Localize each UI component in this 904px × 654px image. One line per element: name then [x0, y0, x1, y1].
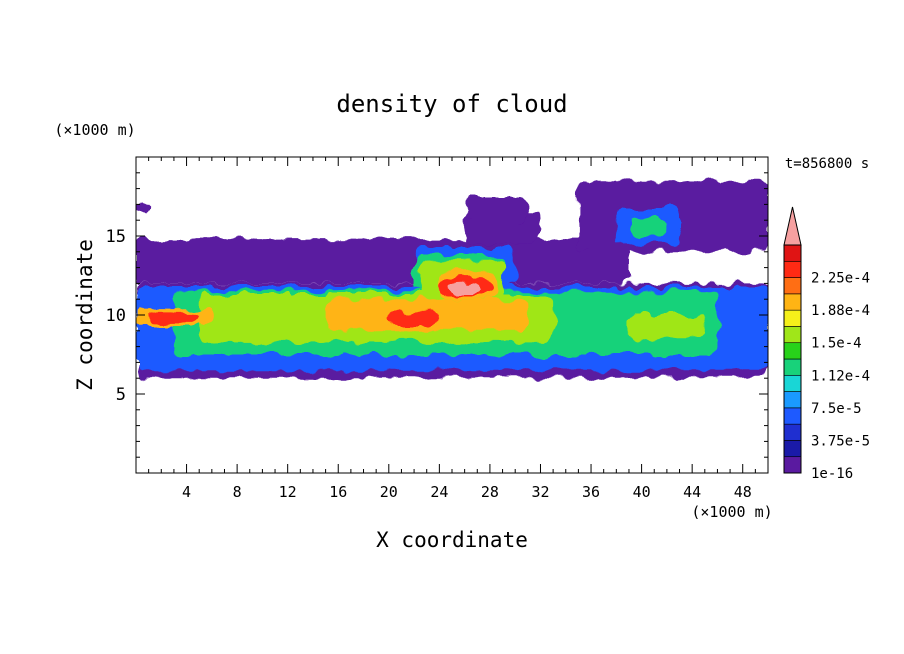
colorbar-swatch: [783, 358, 802, 376]
x-tick-label: 4: [182, 483, 191, 501]
colorbar-swatch: [783, 456, 802, 474]
cloud-contour-region: [464, 212, 541, 244]
y-tick-label: 10: [106, 306, 126, 326]
cloud-contour-region: [448, 283, 482, 295]
colorbar-swatch: [783, 407, 802, 425]
colorbar-label: 1e-16: [811, 466, 853, 482]
colorbar-swatch: [783, 277, 802, 295]
y-axis-label: Z coordinate: [73, 239, 97, 391]
x-tick-label: 36: [582, 483, 600, 501]
x-tick-label: 32: [531, 483, 549, 501]
cloud-contours: [136, 180, 768, 379]
colorbar: 1e-16 3.75e-5 7.5e-5 1.12e-4 1.5e-4 1.88e-4 2.…: [783, 206, 870, 482]
colorbar-swatch: [783, 293, 802, 311]
colorbar-label: 3.75e-5: [811, 433, 870, 449]
cloud-contour-region: [388, 311, 440, 325]
cloud-contour-region: [148, 311, 200, 323]
colorbar-swatch: [783, 244, 802, 262]
x-tick-label: 48: [734, 483, 752, 501]
cloud-contour-region: [464, 196, 528, 221]
x-tick-label: 40: [633, 483, 651, 501]
colorbar-swatch: [783, 309, 802, 327]
x-tick-label: 16: [329, 483, 347, 501]
y-unit-label: (×1000 m): [54, 121, 135, 139]
colorbar-extend-triangle: [783, 206, 802, 246]
colorbar-label: 1.5e-4: [811, 336, 862, 352]
x-tick-label: 12: [279, 483, 297, 501]
x-tick-label: 44: [683, 483, 701, 501]
x-tick-label: 20: [380, 483, 398, 501]
colorbar-swatch: [783, 342, 802, 360]
y-tick-label: 5: [116, 385, 126, 405]
cloud-contour-region: [628, 315, 705, 339]
colorbar-label: 7.5e-5: [811, 401, 862, 417]
colorbar-label: 1.12e-4: [811, 368, 870, 384]
colorbar-swatch: [783, 374, 802, 392]
colorbar-label: 1.88e-4: [811, 303, 870, 319]
x-tick-label: 8: [233, 483, 242, 501]
y-tick-label: 15: [106, 227, 126, 247]
chart-title: density of cloud: [336, 90, 567, 118]
colorbar-swatch: [783, 391, 802, 409]
cloud-contour-region: [136, 239, 629, 284]
x-tick-label: 24: [430, 483, 448, 501]
x-unit-label: (×1000 m): [691, 503, 772, 521]
colorbar-label: 2.25e-4: [811, 271, 870, 287]
x-axis-label: X coordinate: [376, 528, 528, 552]
colorbar-frame: [783, 244, 802, 474]
colorbar-swatch: [783, 440, 802, 458]
colorbar-swatch: [783, 260, 802, 278]
cloud-contour-region: [628, 217, 667, 236]
x-tick-label: 28: [481, 483, 499, 501]
cloud-contour-region: [136, 199, 149, 213]
colorbar-swatch: [783, 423, 802, 441]
time-label: t=856800 s: [785, 156, 869, 172]
colorbar-swatch: [783, 326, 802, 344]
